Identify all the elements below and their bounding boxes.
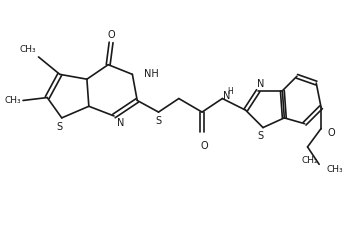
Text: O: O bbox=[107, 30, 115, 41]
Text: N: N bbox=[117, 118, 124, 128]
Text: S: S bbox=[257, 131, 263, 141]
Text: NH: NH bbox=[144, 69, 159, 79]
Text: N: N bbox=[257, 79, 265, 89]
Text: S: S bbox=[57, 122, 63, 132]
Text: O: O bbox=[328, 128, 336, 138]
Text: CH₃: CH₃ bbox=[327, 165, 344, 174]
Text: O: O bbox=[200, 141, 208, 151]
Text: S: S bbox=[155, 116, 162, 126]
Text: CH₃: CH₃ bbox=[4, 96, 21, 105]
Text: H: H bbox=[227, 87, 233, 96]
Text: CH₃: CH₃ bbox=[20, 45, 37, 54]
Text: CH₂: CH₂ bbox=[301, 156, 318, 165]
Text: N: N bbox=[223, 91, 231, 101]
